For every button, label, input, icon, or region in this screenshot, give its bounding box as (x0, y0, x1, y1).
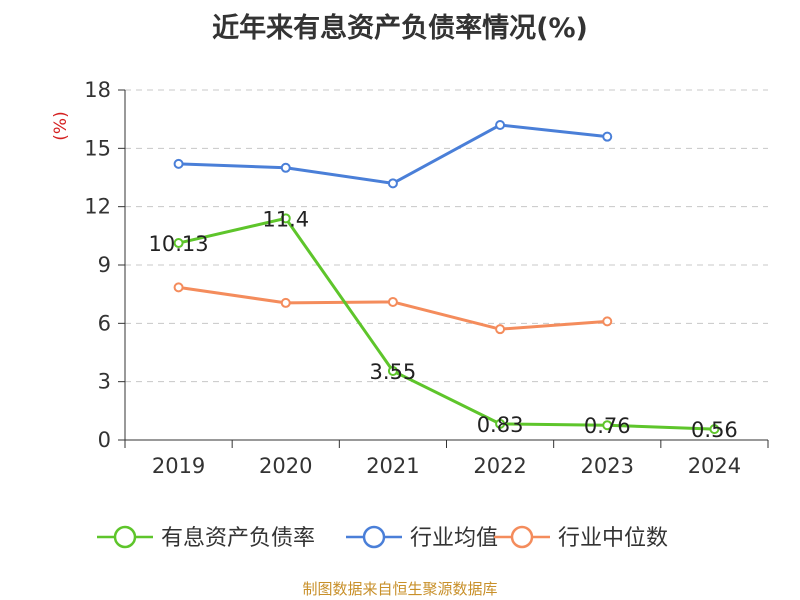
legend: 有息资产负债率 行业均值 行业中位数 (97, 525, 668, 551)
legend-label: 行业中位数 (558, 526, 668, 551)
data-label: 10.13 (149, 232, 209, 256)
x-tick-label: 2023 (581, 454, 634, 478)
y-tick-label: 0 (98, 428, 111, 452)
legend-marker-icon (510, 525, 534, 549)
data-label: 0.56 (691, 418, 738, 442)
legend-marker-icon (113, 525, 137, 549)
legend-label: 行业均值 (410, 526, 498, 551)
x-tick-label: 2021 (366, 454, 419, 478)
data-point (387, 296, 398, 307)
data-labels: 10.13 11.4 3.55 0.83 0.76 0.56 (149, 207, 738, 442)
x-tick-label: 2020 (259, 454, 312, 478)
data-point (602, 316, 613, 327)
data-point (280, 297, 291, 308)
data-point (495, 324, 506, 335)
y-tick-label: 15 (84, 136, 111, 160)
y-axis-unit-label: (%) (51, 111, 71, 140)
y-tick-label: 18 (84, 78, 111, 102)
y-tick-label: 3 (98, 370, 111, 394)
data-point (709, 424, 720, 435)
data-point (387, 365, 398, 376)
data-label: 3.55 (370, 360, 417, 384)
series-layer (173, 120, 720, 435)
axes: 0 3 6 9 12 15 18 2019 2020 2021 2022 2023 2024 (84, 78, 769, 478)
data-point (173, 282, 184, 293)
data-point (280, 162, 291, 173)
legend-label: 有息资产负债率 (161, 526, 315, 551)
grid-lines (125, 89, 768, 383)
data-point (280, 213, 291, 224)
x-tick-label: 2019 (152, 454, 205, 478)
data-point (495, 418, 506, 429)
legend-marker-icon (362, 525, 386, 549)
data-point (602, 131, 613, 142)
y-tick-label: 12 (84, 195, 111, 219)
data-point (495, 120, 506, 130)
x-tick-label: 2024 (688, 454, 741, 478)
data-point (173, 238, 184, 249)
series-line (178, 123, 608, 185)
data-point (602, 420, 613, 431)
series-line (178, 216, 715, 431)
data-label: 0.83 (477, 413, 524, 437)
y-tick-label: 6 (98, 311, 111, 335)
x-tick-label: 2022 (473, 454, 526, 478)
chart-title: 近年来有息资产负债率情况(%) (212, 13, 588, 44)
data-point (173, 158, 184, 169)
source-note: 制图数据来自恒生聚源数据库 (302, 580, 498, 598)
data-label: 11.4 (262, 207, 309, 231)
data-point (387, 178, 398, 189)
y-tick-label: 9 (98, 253, 111, 277)
data-label: 0.76 (584, 414, 631, 438)
